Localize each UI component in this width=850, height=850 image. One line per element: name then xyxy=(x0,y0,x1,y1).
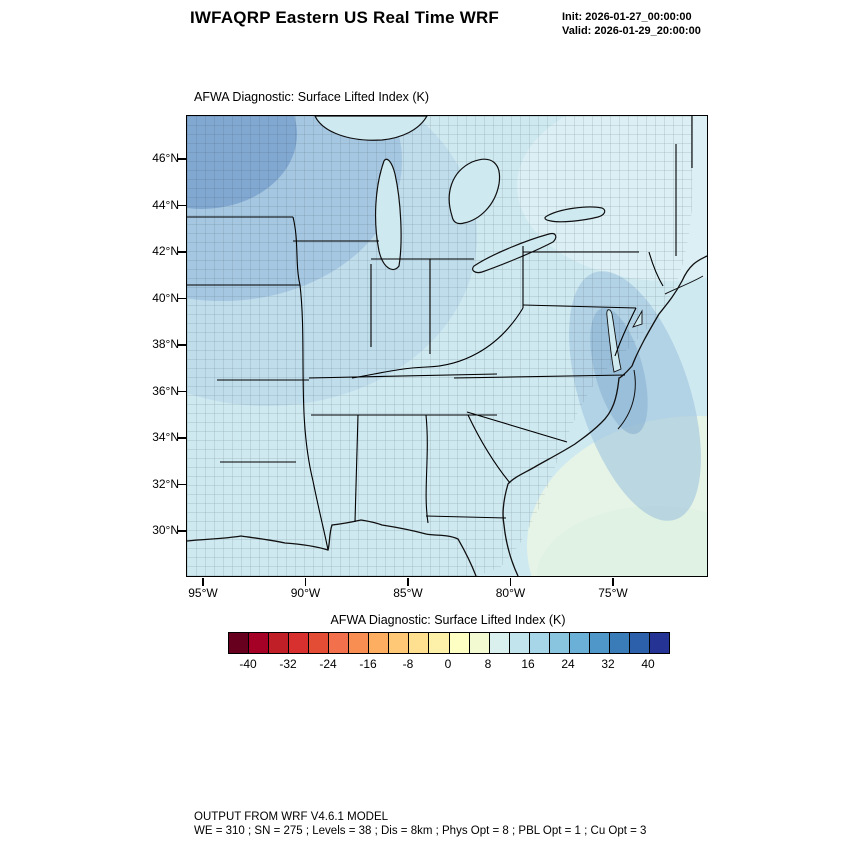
y-tick-mark xyxy=(178,390,186,393)
colorbar-cell xyxy=(388,633,409,653)
colorbar-cell xyxy=(628,633,649,653)
x-tick-label: 80°W xyxy=(495,586,526,600)
colorbar-tick-label: -8 xyxy=(402,657,414,671)
footer-info: OUTPUT FROM WRF V4.6.1 MODEL WE = 310 ; … xyxy=(194,810,646,838)
x-tick-label: 85°W xyxy=(393,586,423,600)
x-tick-label: 90°W xyxy=(290,586,321,600)
x-tick-mark xyxy=(202,578,204,586)
colorbar-cell xyxy=(368,633,389,653)
colorbar-cell xyxy=(248,633,269,653)
colorbar-cell xyxy=(308,633,329,653)
coastline xyxy=(187,255,707,576)
colorbar-cell xyxy=(648,633,670,653)
page-title: IWFAQRP Eastern US Real Time WRF xyxy=(190,8,500,27)
colorbar-tick-label: -40 xyxy=(239,657,257,671)
y-tick-label: 44°N xyxy=(152,197,179,212)
y-tick-label: 40°N xyxy=(152,290,179,305)
colorbar-cell xyxy=(548,633,569,653)
y-tick-label: 42°N xyxy=(152,244,179,258)
y-tick-mark xyxy=(178,251,186,253)
y-tick-label: 32°N xyxy=(152,476,179,491)
colorbar-tick-label: -24 xyxy=(319,657,337,671)
colorbar-cell xyxy=(328,633,349,653)
colorbar-cell xyxy=(288,633,309,653)
colorbar xyxy=(228,632,670,654)
y-tick-mark xyxy=(178,483,186,486)
y-tick-mark xyxy=(178,437,186,439)
y-tick-label: 30°N xyxy=(152,523,179,537)
map-plot xyxy=(187,116,707,576)
colorbar-cell xyxy=(229,633,249,653)
map-frame: 46°N 44°N 42°N 40°N 38°N 36°N 34°N 32°N 30°N 95°W… xyxy=(152,115,708,600)
colorbar-cell xyxy=(448,633,469,653)
x-tick-label: 95°W xyxy=(188,586,218,600)
colorbar-tick-label: 40 xyxy=(641,657,655,671)
footer-model-line: OUTPUT FROM WRF V4.6.1 MODEL xyxy=(194,811,389,823)
footer-config-line: WE = 310 ; SN = 275 ; Levels = 38 ; Dis … xyxy=(194,825,647,837)
y-tick-mark xyxy=(178,297,186,300)
y-tick-label: 38°N xyxy=(152,337,179,351)
run-time-info: Init: 2026-01-27_00:00:00 Valid: 2026-01… xyxy=(562,10,701,38)
x-tick-mark xyxy=(304,578,307,586)
county-texture xyxy=(187,116,693,576)
y-tick-label: 36°N xyxy=(152,383,179,398)
x-tick-mark xyxy=(407,578,409,586)
colorbar-tick-label: -32 xyxy=(279,657,297,671)
colorbar-cell xyxy=(608,633,629,653)
x-tick-mark xyxy=(509,578,512,586)
valid-time-label: Valid: 2026-01-29_20:00:00 xyxy=(562,25,701,37)
y-tick-mark xyxy=(178,344,186,346)
y-tick-label: 34°N xyxy=(152,430,179,444)
colorbar-cell xyxy=(408,633,429,653)
colorbar-cell xyxy=(348,633,369,653)
x-tick-mark xyxy=(612,578,614,586)
colorbar-cell xyxy=(588,633,609,653)
init-time-label: Init: 2026-01-27_00:00:00 xyxy=(562,11,692,23)
colorbar-cell xyxy=(488,633,509,653)
colorbar-cell xyxy=(508,633,529,653)
colorbar-tick-label: 8 xyxy=(484,657,492,671)
y-tick-mark xyxy=(178,530,186,532)
colorbar-cell xyxy=(428,633,449,653)
y-tick-mark xyxy=(178,204,186,207)
state-boundaries xyxy=(187,116,693,551)
colorbar-tick-label: 0 xyxy=(444,657,452,671)
y-tick-label: 46°N xyxy=(152,151,179,165)
colorbar-ticks: -40 -32 -24 -16 -8 0 8 16 24 32 40 xyxy=(228,657,668,673)
colorbar-cell xyxy=(528,633,549,653)
colorbar-cell xyxy=(268,633,289,653)
y-tick-mark xyxy=(178,158,186,160)
colorbar-tick-label: -16 xyxy=(359,657,377,671)
map-title: AFWA Diagnostic: Surface Lifted Index (K… xyxy=(194,90,430,104)
colorbar-tick-label: 32 xyxy=(601,657,615,671)
colorbar-cell xyxy=(568,633,589,653)
colorbar-label: AFWA Diagnostic: Surface Lifted Index (K… xyxy=(330,613,566,627)
colorbar-tick-label: 16 xyxy=(521,657,535,671)
colorbar-tick-label: 24 xyxy=(561,657,575,671)
x-tick-label: 75°W xyxy=(598,586,628,600)
colorbar-cell xyxy=(468,633,489,653)
